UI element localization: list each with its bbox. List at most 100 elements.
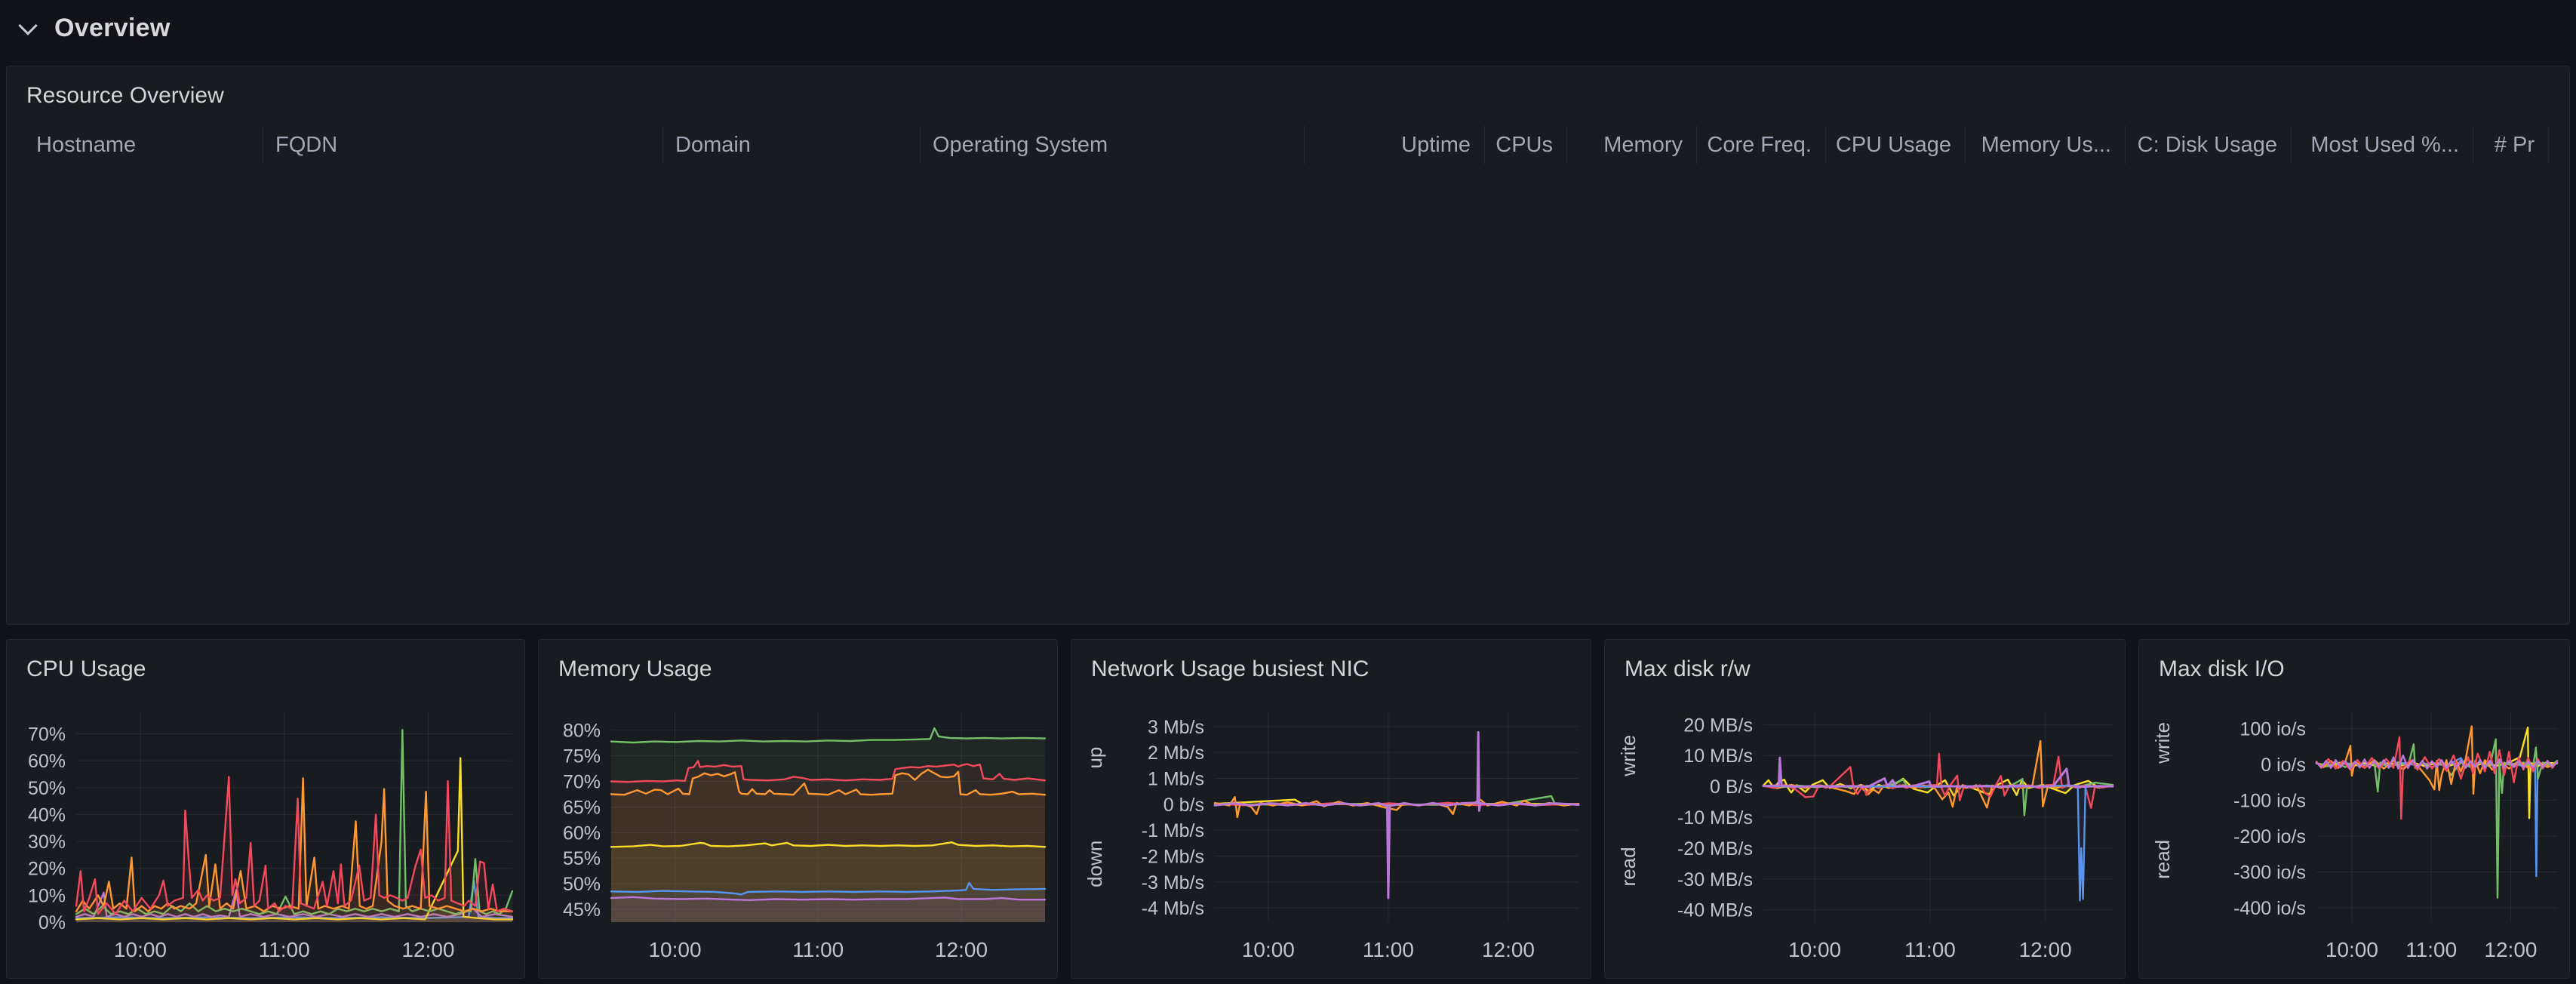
series-line-red	[610, 760, 1047, 783]
col-header-c-disk-usage[interactable]: C: Disk Usage	[2126, 125, 2292, 165]
y-tick-label: 100 io/s	[2239, 718, 2306, 740]
series-fill-purple	[1215, 732, 1578, 899]
y-tick-label: -10 MB/s	[1677, 807, 1753, 829]
axis-unit-label-write: write	[1617, 735, 1640, 777]
series-line-blue	[2315, 757, 2559, 878]
series-line-orange	[610, 768, 1047, 796]
series-line-purple	[75, 889, 514, 918]
chart-panel-max-disk-r-w: Max disk r/w 20 MB/s 10 MB/s 0 B/s -10 MB/s -…	[1604, 639, 2126, 979]
y-tick-label: 70%	[28, 724, 66, 746]
col-header-cpu-usage[interactable]: CPU Usage	[1826, 125, 1966, 165]
col-header-pr[interactable]: # Pr	[2473, 125, 2549, 165]
panel-title[interactable]: Max disk r/w	[1625, 657, 1751, 681]
panel-title[interactable]: Network Usage busiest NIC	[1091, 657, 1369, 681]
y-tick-label: 3 Mb/s	[1148, 717, 1204, 738]
y-tick-label: -400 io/s	[2233, 898, 2306, 919]
x-tick-label: 12:00	[1482, 938, 1535, 961]
y-tick-label: 0 io/s	[2261, 755, 2306, 776]
y-tick-label: 50%	[563, 874, 601, 895]
chart-canvas-network-usage-busiest-nic: 3 Mb/s 2 Mb/s 1 Mb/s 0 b/s -1 Mb/s -2 Mb/s -3 …	[1084, 712, 1580, 961]
col-header-uptime[interactable]: Uptime	[1305, 125, 1485, 165]
y-tick-label: 20%	[28, 859, 66, 880]
y-tick-label: 40%	[28, 804, 66, 826]
chart-panel-network-usage-busiest-nic: Network Usage busiest NIC 3 Mb/s 2 Mb/s 1 M…	[1071, 639, 1591, 979]
y-tick-label: -3 Mb/s	[1142, 872, 1204, 893]
panel-title[interactable]: Memory Usage	[558, 657, 712, 681]
y-tick-label: -4 Mb/s	[1142, 898, 1204, 919]
y-tick-label: 2 Mb/s	[1148, 743, 1204, 764]
x-tick-label: 12:00	[401, 938, 454, 961]
series-line-purple	[1762, 756, 2114, 788]
col-header-domain[interactable]: Domain	[663, 125, 921, 165]
y-tick-label: 10%	[28, 885, 66, 906]
series-line-orange	[1762, 740, 2114, 809]
col-header-hostname[interactable]: Hostname	[23, 125, 263, 165]
col-header-cpus[interactable]: CPUs	[1485, 125, 1567, 165]
series-line-purple	[610, 896, 1047, 901]
x-tick-label: 10:00	[648, 938, 701, 961]
chart-panel-cpu-usage: CPU Usage 0% 10% 20% 30% 40% 50% 60% 70% 10:00 11:…	[6, 639, 525, 979]
col-header-fqdn[interactable]: FQDN	[263, 125, 663, 165]
chart-canvas-max-disk-i-o: 100 io/s 0 io/s -100 io/s -200 io/s -300 io/…	[2151, 712, 2559, 961]
x-tick-label: 10:00	[1242, 938, 1295, 961]
series-line-blue	[1762, 784, 2114, 902]
series-line-red	[75, 776, 514, 915]
y-tick-label: 75%	[563, 746, 601, 767]
y-tick-label: -300 io/s	[2233, 862, 2306, 883]
series-line-red	[1762, 752, 2114, 809]
axis-unit-label-write: write	[2151, 722, 2174, 764]
chart-canvas-memory-usage: 45% 50% 55% 60% 65% 70% 75% 80% 10:00 11:00 12:00	[563, 712, 1047, 961]
table-header-row: Hostname FQDN Domain Operating System Uptime…	[23, 125, 2549, 165]
y-tick-label: 10 MB/s	[1683, 746, 1753, 767]
series-fill-blue	[1763, 785, 2113, 901]
col-header-most-used[interactable]: Most Used %...	[2292, 125, 2473, 165]
y-tick-label: 50%	[28, 778, 66, 799]
y-tick-label: -20 MB/s	[1677, 838, 1753, 859]
y-tick-label: 70%	[563, 772, 601, 793]
x-tick-label: 11:00	[1363, 938, 1414, 961]
col-header-memory[interactable]: Memory	[1567, 125, 1697, 165]
x-tick-label: 12:00	[2019, 938, 2072, 961]
series-line-green	[75, 729, 514, 915]
col-header-core-freq[interactable]: Core Freq.	[1697, 125, 1826, 165]
y-tick-label: 60%	[28, 751, 66, 772]
x-tick-label: 10:00	[114, 938, 167, 961]
series-fill-yellow	[611, 842, 1045, 922]
y-tick-label: -40 MB/s	[1677, 900, 1753, 921]
chevron-down-icon[interactable]	[18, 15, 38, 35]
chart-panel-memory-usage: Memory Usage 45% 50% 55% 60% 65% 70% 75% 80% 10:0…	[538, 639, 1058, 979]
y-tick-label: -30 MB/s	[1677, 869, 1753, 890]
y-tick-label: 45%	[563, 899, 601, 921]
x-tick-label: 10:00	[2325, 938, 2378, 961]
resource-overview-panel: Resource Overview Hostname FQDN Domain Oper…	[6, 66, 2570, 625]
col-header-memory-us[interactable]: Memory Us...	[1966, 125, 2126, 165]
y-tick-label: 65%	[563, 797, 601, 818]
resource-table: Hostname FQDN Domain Operating System Uptime…	[23, 125, 2549, 165]
chart-canvas-cpu-usage: 0% 10% 20% 30% 40% 50% 60% 70% 10:00 11:00 12:00	[28, 712, 514, 961]
row-header-overview[interactable]: Overview	[18, 14, 171, 43]
panel-title[interactable]: CPU Usage	[26, 657, 146, 681]
y-tick-label: -100 io/s	[2233, 790, 2306, 811]
axis-unit-label-read: read	[1617, 847, 1640, 886]
x-tick-label: 11:00	[2405, 938, 2457, 961]
y-tick-label: 80%	[563, 721, 601, 742]
x-tick-label: 11:00	[1904, 938, 1956, 961]
y-tick-label: 0 B/s	[1710, 776, 1753, 798]
panel-title[interactable]: Resource Overview	[26, 83, 224, 108]
col-header-operating-system[interactable]: Operating System	[921, 125, 1305, 165]
x-tick-label: 11:00	[259, 938, 310, 961]
chart-canvas-max-disk-r-w: 20 MB/s 10 MB/s 0 B/s -10 MB/s -20 MB/s -30 M…	[1617, 712, 2114, 961]
y-tick-label: 0 b/s	[1164, 795, 1204, 816]
series-line-yellow	[75, 757, 514, 921]
y-tick-label: 0%	[38, 912, 66, 933]
series-fill-orange	[1763, 741, 2113, 808]
y-tick-label: -2 Mb/s	[1142, 846, 1204, 867]
series-fill-green	[611, 728, 1045, 922]
series-line-purple	[2315, 754, 2559, 770]
series-fill-green	[1763, 779, 2113, 816]
series-line-purple	[1213, 730, 1580, 899]
y-tick-label: 30%	[28, 832, 66, 853]
series-line-blue	[610, 881, 1047, 896]
panel-title[interactable]: Max disk I/O	[2159, 657, 2285, 681]
axis-unit-label-down: down	[1084, 841, 1106, 887]
